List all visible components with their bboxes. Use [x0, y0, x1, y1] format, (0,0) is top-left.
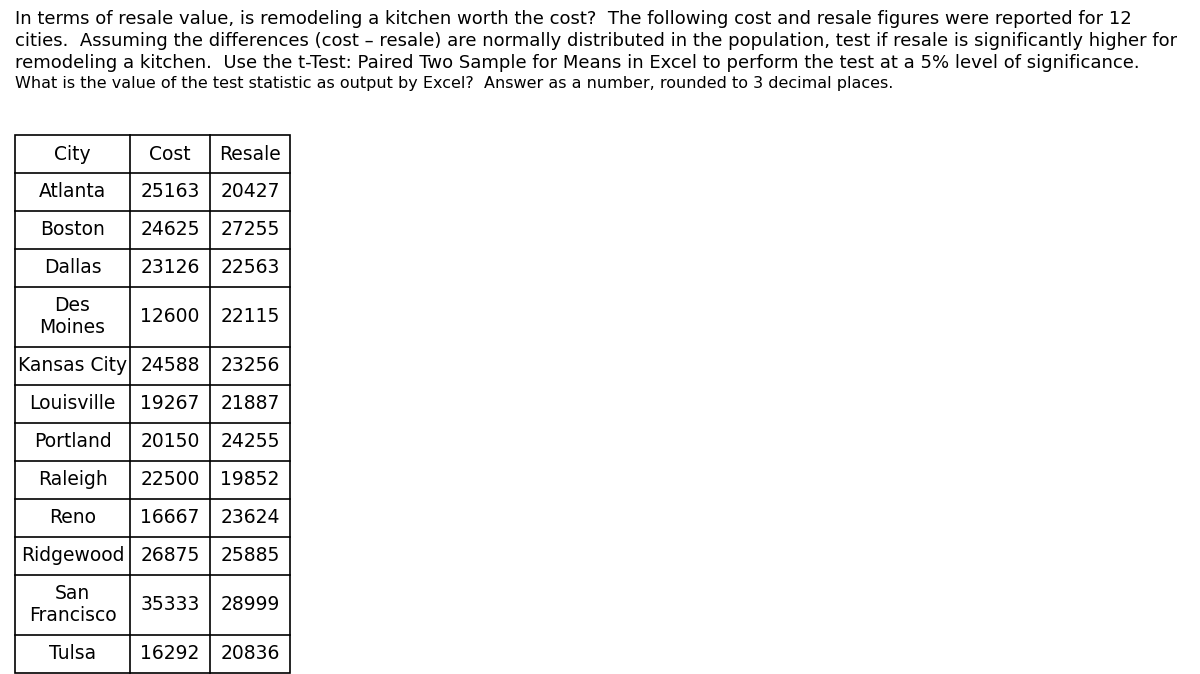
Text: 23256: 23256 [221, 357, 280, 375]
Text: 22563: 22563 [221, 259, 280, 278]
Text: 20427: 20427 [221, 183, 280, 202]
Text: Dallas: Dallas [43, 259, 101, 278]
Text: City: City [54, 144, 91, 164]
Text: 28999: 28999 [221, 596, 280, 615]
Text: Louisville: Louisville [29, 394, 115, 414]
Text: In terms of resale value, is remodeling a kitchen worth the cost?  The following: In terms of resale value, is remodeling … [14, 10, 1132, 28]
Text: 20150: 20150 [140, 433, 199, 452]
Text: 22500: 22500 [140, 470, 199, 489]
Text: Des
Moines: Des Moines [40, 297, 106, 338]
Text: Kansas City: Kansas City [18, 357, 127, 375]
Text: 24588: 24588 [140, 357, 199, 375]
Text: San
Francisco: San Francisco [29, 584, 116, 625]
Text: Resale: Resale [220, 144, 281, 164]
Text: 25885: 25885 [221, 547, 280, 565]
Text: 12600: 12600 [140, 307, 199, 326]
Text: 16292: 16292 [140, 644, 199, 663]
Text: 24625: 24625 [140, 220, 199, 239]
Text: What is the value of the test statistic as output by Excel?  Answer as a number,: What is the value of the test statistic … [14, 76, 893, 91]
Text: 19852: 19852 [221, 470, 280, 489]
Text: cities.  Assuming the differences (cost – resale) are normally distributed in th: cities. Assuming the differences (cost –… [14, 32, 1177, 50]
Text: Boston: Boston [40, 220, 104, 239]
Text: Tulsa: Tulsa [49, 644, 96, 663]
Text: Portland: Portland [34, 433, 112, 452]
Text: 19267: 19267 [140, 394, 199, 414]
Text: 27255: 27255 [221, 220, 280, 239]
Text: 25163: 25163 [140, 183, 199, 202]
Text: Cost: Cost [149, 144, 191, 164]
Text: 23624: 23624 [221, 508, 280, 528]
Text: Raleigh: Raleigh [37, 470, 107, 489]
Text: 16667: 16667 [140, 508, 199, 528]
Text: 22115: 22115 [221, 307, 280, 326]
Text: 23126: 23126 [140, 259, 199, 278]
Text: Reno: Reno [49, 508, 96, 528]
Text: remodeling a kitchen.  Use the t-Test: Paired Two Sample for Means in Excel to p: remodeling a kitchen. Use the t-Test: Pa… [14, 54, 1140, 72]
Text: 24255: 24255 [221, 433, 280, 452]
Text: 20836: 20836 [221, 644, 280, 663]
Text: 35333: 35333 [140, 596, 199, 615]
Text: Atlanta: Atlanta [38, 183, 106, 202]
Text: 26875: 26875 [140, 547, 199, 565]
Text: 21887: 21887 [221, 394, 280, 414]
Text: Ridgewood: Ridgewood [20, 547, 125, 565]
